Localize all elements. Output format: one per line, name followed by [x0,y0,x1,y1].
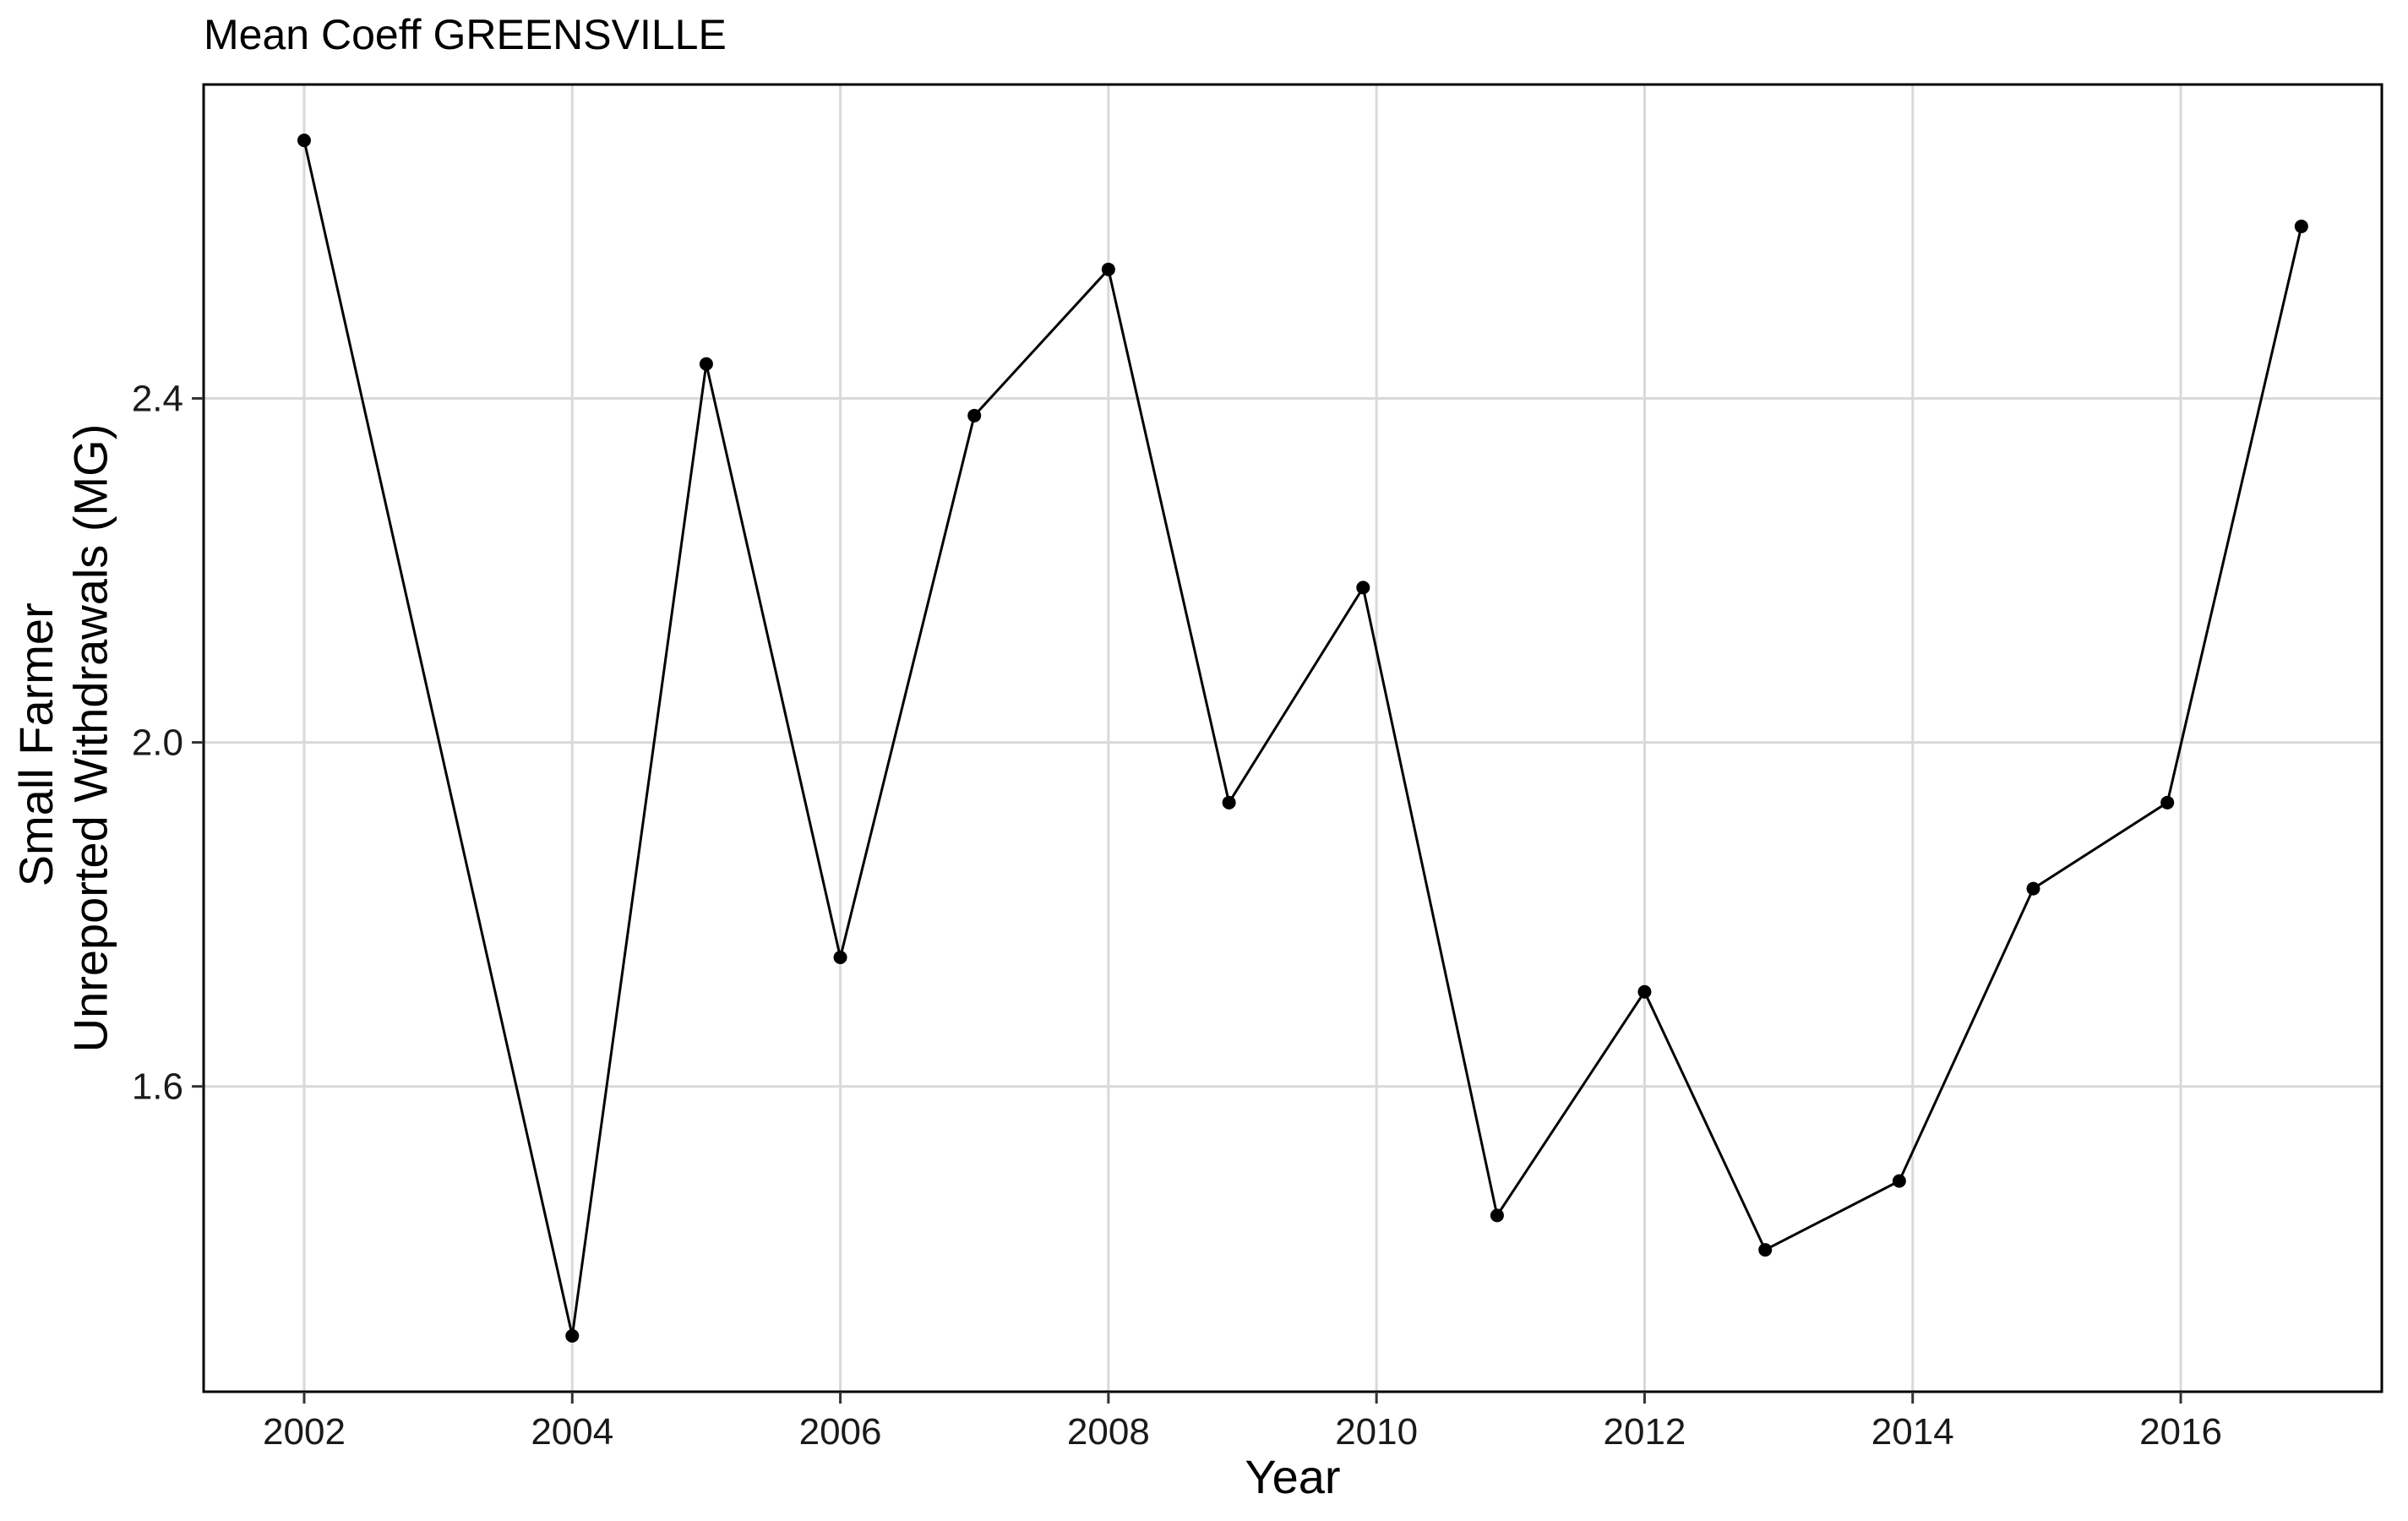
data-point [2294,219,2308,233]
data-point [1356,581,1370,595]
data-point [1758,1243,1773,1257]
y-axis-title-line-1: Small Farmer [9,602,63,886]
data-point [833,951,847,965]
y-tick-label: 1.6 [132,1066,183,1108]
x-tick-label: 2002 [263,1411,346,1453]
x-axis-title: Year [1245,1450,1340,1503]
chart-title: Mean Coeff GREENSVILLE [204,11,727,58]
y-tick-label: 2.4 [132,378,183,419]
x-tick-label: 2010 [1335,1411,1418,1453]
gridlines [204,84,2382,1392]
x-axis: 2002 2004 2006 2008 2010 2012 2014 2016 [263,1392,2222,1453]
data-point [2160,795,2175,810]
x-tick-label: 2006 [799,1411,882,1453]
data-point [699,357,713,371]
data-point [565,1328,580,1343]
plot-panel-border [202,83,2383,1393]
x-tick-label: 2004 [531,1411,613,1453]
x-tick-label: 2016 [2139,1411,2222,1453]
y-axis-title-line-2: Unreported Withdrawals (MG) [63,424,117,1053]
y-axis-title: Small Farmer Unreported Withdrawals (MG) [9,424,117,1053]
data-point [297,134,311,148]
data-point [967,408,982,422]
data-point [1101,262,1115,276]
y-axis: 1.6 2.0 2.4 [132,378,204,1108]
series-line [302,139,2303,1337]
data-point [1490,1208,1504,1223]
data-series [297,134,2308,1343]
y-tick-label: 2.0 [132,722,183,764]
data-point [2026,881,2040,896]
data-point [1222,795,1236,810]
x-tick-label: 2012 [1604,1411,1686,1453]
x-tick-label: 2008 [1067,1411,1150,1453]
x-tick-label: 2014 [1871,1411,1954,1453]
data-point [1637,984,1652,999]
data-point [1892,1174,1906,1188]
